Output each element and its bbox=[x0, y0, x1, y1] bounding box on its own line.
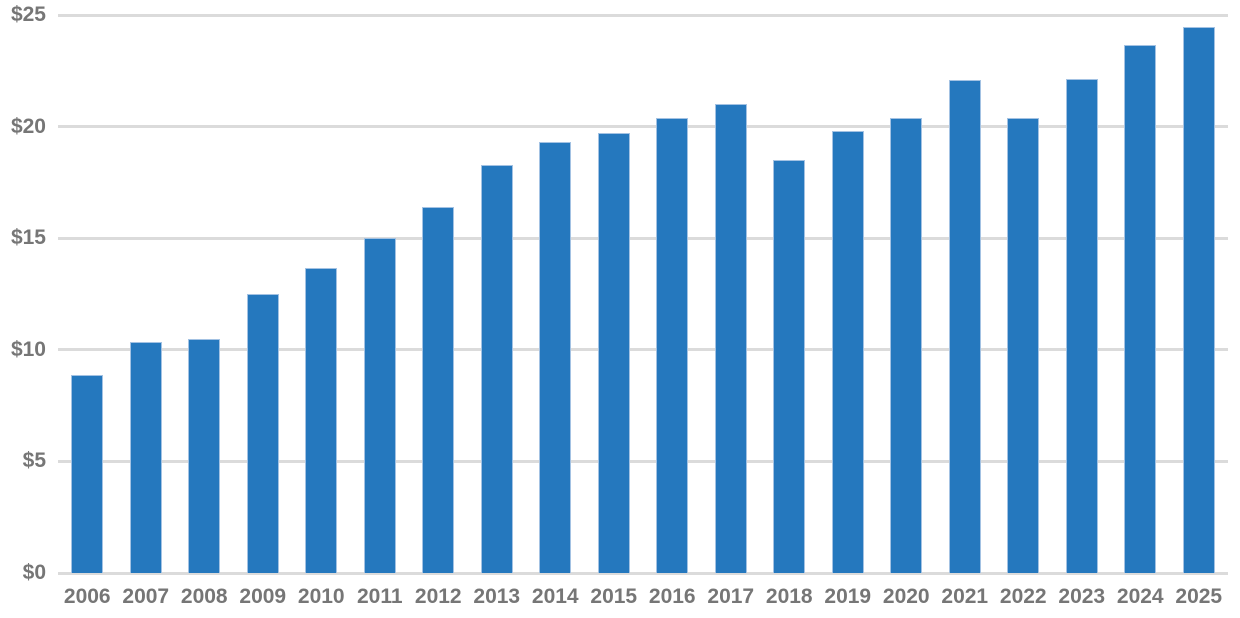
bar-slot bbox=[175, 15, 234, 573]
x-axis-tick-label: 2010 bbox=[297, 585, 345, 608]
bar-slot bbox=[702, 15, 761, 573]
gridline bbox=[58, 571, 1228, 575]
bar-2007 bbox=[129, 342, 162, 573]
bar-2006 bbox=[71, 375, 104, 573]
bar-slot bbox=[351, 15, 410, 573]
y-axis-tick-label: $0 bbox=[22, 561, 46, 584]
bar-2016 bbox=[656, 117, 689, 573]
bar-slot bbox=[468, 15, 527, 573]
bar-2012 bbox=[422, 206, 455, 573]
bar-2015 bbox=[597, 133, 630, 573]
x-axis-tick-label: 2011 bbox=[356, 585, 403, 608]
bar-2018 bbox=[773, 160, 806, 573]
bar-slot bbox=[117, 15, 176, 573]
bar-slot bbox=[58, 15, 117, 573]
gridline bbox=[58, 348, 1228, 352]
y-axis-tick-label: $20 bbox=[10, 114, 46, 138]
bar-slot bbox=[1170, 15, 1229, 573]
bar-slot bbox=[526, 15, 585, 573]
x-axis-tick-label: 2013 bbox=[473, 585, 521, 608]
y-axis: $25 $20 $15 $10 $5 $0 bbox=[0, 0, 46, 618]
bar-slot bbox=[585, 15, 644, 573]
bar-slot bbox=[234, 15, 293, 573]
bar-2010 bbox=[305, 268, 338, 573]
bar-2008 bbox=[188, 338, 221, 573]
bar-slot bbox=[292, 15, 351, 573]
x-axis-tick-label: 2009 bbox=[239, 585, 287, 608]
bar-2022 bbox=[1007, 117, 1040, 573]
x-axis-tick-label: 2012 bbox=[414, 585, 462, 608]
bar-slot bbox=[877, 15, 936, 573]
bar-slot bbox=[760, 15, 819, 573]
bar-2009 bbox=[246, 294, 279, 573]
x-axis-tick-label: 2019 bbox=[824, 585, 872, 608]
bar-slot bbox=[994, 15, 1053, 573]
plot-area bbox=[58, 13, 1228, 575]
bar-slot bbox=[819, 15, 878, 573]
gridline bbox=[58, 236, 1228, 240]
y-axis-tick-label: $15 bbox=[10, 226, 46, 250]
bar-slot bbox=[643, 15, 702, 573]
x-axis-tick-label: 2022 bbox=[999, 585, 1047, 608]
bar-2020 bbox=[890, 117, 923, 573]
x-axis-tick-label: 2014 bbox=[531, 585, 579, 608]
bar-2019 bbox=[831, 131, 864, 573]
x-axis-tick-label: 2016 bbox=[648, 585, 696, 608]
x-axis-tick-label: 2007 bbox=[122, 585, 170, 608]
x-axis-tick-label: 2021 bbox=[941, 585, 989, 608]
x-axis-tick-label: 2025 bbox=[1175, 585, 1223, 608]
bar-2021 bbox=[948, 79, 981, 573]
x-axis-tick-label: 2008 bbox=[180, 585, 228, 608]
gridlines-layer bbox=[58, 13, 1228, 575]
y-axis-tick-label: $25 bbox=[10, 3, 46, 26]
x-axis-tick-label: 2017 bbox=[707, 585, 755, 608]
x-axis-tick-label: 2006 bbox=[63, 585, 111, 608]
bar-slot bbox=[409, 15, 468, 573]
x-axis-tick-label: 2023 bbox=[1058, 585, 1106, 608]
bar-slot bbox=[936, 15, 995, 573]
bar-2025 bbox=[1182, 27, 1215, 573]
bar-2013 bbox=[480, 164, 513, 573]
bar-2023 bbox=[1065, 78, 1098, 573]
bar-2014 bbox=[539, 142, 572, 573]
x-axis-tick-label: 2020 bbox=[882, 585, 930, 608]
gridline bbox=[58, 459, 1228, 463]
y-axis-tick-label: $5 bbox=[22, 449, 46, 473]
bar-2024 bbox=[1124, 45, 1157, 573]
x-axis: 2006 2007 2008 2009 2010 2011 2012 2013 2014 2015… bbox=[58, 581, 1228, 613]
gridline bbox=[58, 125, 1228, 129]
bar-2017 bbox=[714, 104, 747, 573]
bar-slot bbox=[1111, 15, 1170, 573]
gridline bbox=[58, 13, 1228, 17]
x-axis-tick-label: 2015 bbox=[590, 585, 638, 608]
y-axis-tick-label: $10 bbox=[10, 337, 46, 361]
bar-slot bbox=[1053, 15, 1112, 573]
bar-2011 bbox=[363, 238, 396, 573]
x-axis-tick-label: 2018 bbox=[765, 585, 813, 608]
x-axis-tick-label: 2024 bbox=[1116, 585, 1164, 608]
bars-layer bbox=[58, 15, 1228, 573]
